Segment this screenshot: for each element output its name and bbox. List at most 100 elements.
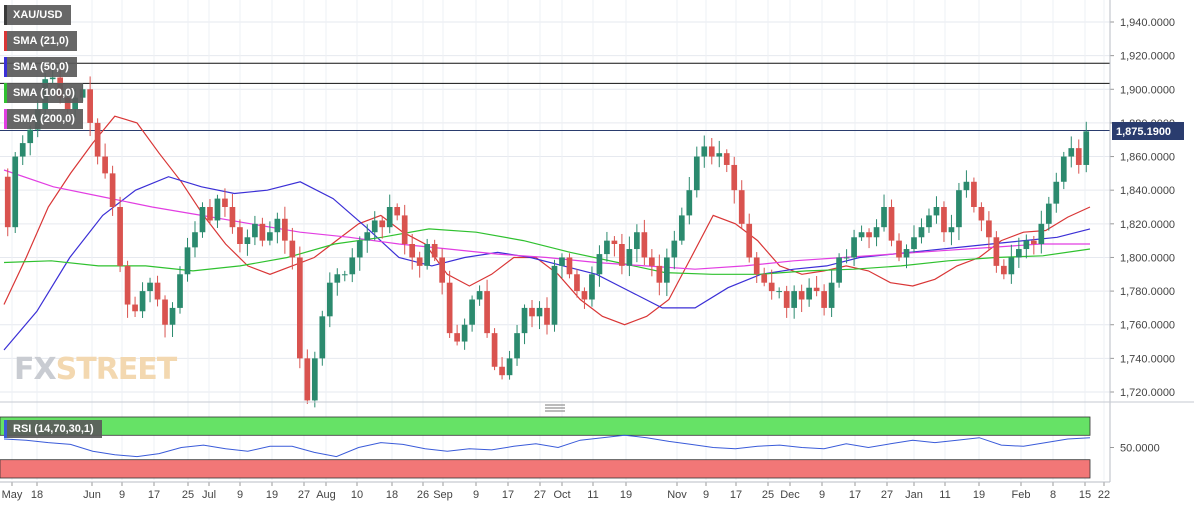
candle-body (589, 274, 595, 300)
candle-body (169, 307, 176, 325)
candle-body (1060, 156, 1067, 182)
candle (289, 227, 296, 270)
legend-swatch (4, 420, 7, 438)
legend-swatch (4, 57, 7, 77)
x-tick-label: Oct (553, 489, 570, 501)
rsi-legend[interactable]: RSI (14,70,30,1) (4, 420, 102, 438)
candle (986, 211, 992, 251)
legend-item-sma100[interactable]: SMA (100,0) (4, 83, 83, 103)
candle (207, 199, 213, 225)
candle-body (1030, 240, 1037, 244)
candle (619, 233, 625, 275)
x-tick-label: 9 (703, 489, 709, 501)
x-tick-label: 19 (973, 489, 985, 501)
legend-item-xauusd[interactable]: XAU/USD (4, 5, 71, 25)
candle (356, 236, 363, 271)
candle-body (394, 207, 401, 216)
candle-body (611, 240, 618, 244)
candle (1038, 210, 1045, 254)
candle (1068, 136, 1075, 168)
candle-body (379, 220, 386, 228)
candle (858, 225, 865, 241)
candle-body (484, 291, 490, 334)
x-tick-label: 17 (502, 489, 514, 501)
candle (551, 259, 558, 332)
x-tick-label: 9 (119, 489, 125, 501)
candle (888, 199, 895, 247)
candle (19, 135, 26, 166)
candle (783, 285, 790, 318)
x-tick-label: Sep (433, 489, 453, 501)
candle (12, 152, 19, 234)
candle (1083, 121, 1090, 173)
candle-body (574, 274, 580, 292)
candle-body (836, 257, 842, 283)
candle (813, 275, 820, 297)
candle (117, 196, 123, 273)
legend-item-sma21[interactable]: SMA (21,0) (4, 31, 77, 51)
legend-item-sma50[interactable]: SMA (50,0) (4, 57, 77, 77)
candle (386, 194, 393, 234)
legend-label: SMA (50,0) (13, 61, 69, 73)
candle-body (229, 207, 236, 228)
candle (843, 249, 850, 264)
legend-label: XAU/USD (13, 9, 63, 21)
candle-body (304, 358, 311, 401)
candle (349, 248, 356, 283)
candle (244, 229, 251, 256)
candle (626, 236, 633, 277)
candle (177, 266, 183, 314)
candle (559, 253, 565, 279)
candle-body (1068, 148, 1075, 157)
candle-body (1075, 148, 1082, 165)
candle (282, 206, 288, 254)
candle (686, 177, 693, 225)
candle (259, 217, 266, 247)
candle-body (649, 257, 655, 266)
legend-label: SMA (100,0) (13, 87, 75, 99)
legend-label: SMA (200,0) (13, 113, 75, 125)
candle (933, 196, 940, 224)
candle-body (971, 181, 977, 207)
candle-body (806, 287, 812, 300)
candle (476, 285, 483, 306)
candle (941, 201, 947, 242)
candle (416, 251, 423, 278)
candle (1001, 259, 1007, 280)
candle-body (986, 220, 992, 238)
candle-body (214, 198, 221, 221)
candle-body (581, 291, 588, 300)
x-tick-label: 22 (1098, 489, 1110, 501)
x-tick-label: 8 (1050, 489, 1056, 501)
candle-body (791, 291, 798, 308)
candle-body (753, 257, 760, 275)
candle (499, 357, 505, 380)
candle-body (544, 307, 550, 325)
x-tick-label: Jul (202, 489, 216, 501)
candle (139, 282, 146, 318)
candle (656, 254, 663, 296)
candle-body (401, 215, 408, 244)
x-tick-label: 11 (939, 489, 950, 501)
panel-resize-handle[interactable] (545, 404, 565, 412)
candle-body (559, 257, 565, 266)
candle (663, 248, 670, 297)
y-tick-label: 1,760.0000 (1120, 320, 1175, 332)
x-tick-label: 27 (881, 489, 893, 501)
candle-body (476, 291, 483, 300)
x-tick-label: Aug (316, 489, 336, 501)
candle-body (686, 190, 693, 216)
y-tick-label: 1,920.0000 (1120, 51, 1175, 63)
legend-item-sma200[interactable]: SMA (200,0) (4, 109, 83, 129)
y-tick-label: 1,940.0000 (1120, 17, 1175, 29)
candle-body (207, 207, 213, 221)
candle-body (1016, 249, 1022, 258)
candle-body (124, 265, 131, 305)
candle (1023, 234, 1030, 259)
candle (222, 188, 228, 217)
candle-body (858, 232, 865, 238)
candle (87, 76, 93, 137)
candle (671, 230, 678, 270)
